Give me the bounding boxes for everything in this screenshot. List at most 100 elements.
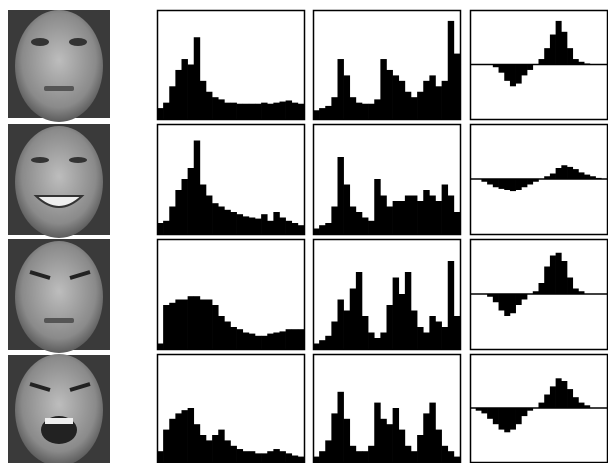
histogram-bar: [487, 179, 493, 185]
histogram-bar: [169, 86, 175, 119]
histogram-bar: [200, 81, 206, 119]
histogram-bar: [249, 218, 255, 235]
histogram-bar: [521, 294, 527, 300]
histogram-bar: [516, 179, 522, 190]
histogram-bar: [344, 75, 350, 119]
histogram-bar: [344, 311, 350, 350]
face: [8, 124, 110, 238]
histogram-bar: [550, 35, 556, 65]
histogram-bar: [567, 278, 573, 295]
histogram-bar: [521, 65, 527, 76]
histogram-bar: [325, 440, 331, 462]
histogram-bar: [423, 190, 429, 234]
histogram-bar: [405, 446, 411, 462]
histogram-bar: [399, 201, 405, 234]
histogram-bar: [516, 294, 522, 305]
histogram-bar: [188, 65, 194, 120]
histogram-bar: [331, 207, 337, 235]
histogram-bar: [188, 408, 194, 462]
histogram-bar: [493, 408, 499, 424]
histogram-bar: [331, 322, 337, 350]
histogram-bar: [212, 305, 218, 349]
histogram-bar: [454, 316, 460, 349]
histogram-bar: [338, 59, 344, 119]
histogram-bar: [356, 451, 362, 462]
histogram-bar: [356, 212, 362, 234]
histogram-bar: [368, 221, 374, 234]
histogram-bar: [362, 218, 368, 235]
histogram-bar: [561, 32, 567, 65]
histogram-bar: [510, 65, 516, 87]
histogram-bar: [182, 179, 188, 234]
histogram-bar: [527, 65, 533, 70]
histogram-bar: [442, 81, 448, 119]
histogram-bar: [387, 207, 393, 235]
faces: [8, 10, 110, 463]
histogram-bar: [325, 106, 331, 119]
histogram-bar: [380, 196, 386, 235]
histogram-bar: [175, 70, 181, 119]
histogram-bar: [374, 338, 380, 349]
histogram-bar: [249, 334, 255, 349]
histogram-bar: [224, 440, 230, 462]
histogram-bar: [261, 103, 267, 119]
histogram-bar: [163, 103, 169, 119]
histogram-bar: [194, 424, 200, 462]
histogram-bar: [429, 196, 435, 235]
histogram-bar: [504, 65, 510, 81]
histogram-bar: [206, 92, 212, 119]
histogram-bar: [454, 54, 460, 119]
histogram-bar: [350, 207, 356, 235]
histogram-bar: [231, 327, 237, 349]
histogram-bar: [206, 300, 212, 350]
histogram-bar: [393, 408, 399, 462]
histogram-bar: [350, 289, 356, 350]
histogram-bar: [218, 316, 224, 349]
histogram-bar: [267, 104, 273, 119]
histogram-bar: [411, 311, 417, 350]
histogram-bar: [417, 92, 423, 119]
histogram-bar: [182, 300, 188, 350]
histogram-bar: [556, 378, 562, 408]
histogram-bar: [237, 214, 243, 234]
histogram-bar: [319, 451, 325, 462]
histogram-bar: [567, 48, 573, 64]
histogram-bar: [237, 104, 243, 119]
histogram-bar: [516, 408, 522, 424]
histogram-bar: [356, 103, 362, 119]
histogram-bar: [267, 334, 273, 349]
histogram-bar: [374, 99, 380, 119]
histogram-bar: [423, 333, 429, 350]
histogram-bar: [442, 185, 448, 235]
histogram-bar: [273, 212, 279, 234]
histogram-bar: [175, 413, 181, 462]
histogram-bar: [292, 103, 298, 119]
histogram-bar: [436, 201, 442, 234]
histogram-bar: [429, 75, 435, 119]
histogram-bar: [350, 446, 356, 462]
histogram-bar: [556, 21, 562, 65]
histogram-bar: [567, 167, 573, 179]
histogram-bar: [539, 403, 545, 408]
histogram-bar: [550, 386, 556, 408]
histogram-bar: [255, 336, 261, 349]
histogram-bar: [200, 185, 206, 235]
histogram-bar: [393, 75, 399, 119]
histogram-bar: [362, 104, 368, 119]
histogram-bar: [521, 408, 527, 416]
histogram-bar: [481, 408, 487, 413]
histogram-bar: [368, 104, 374, 119]
histogram-bar: [550, 256, 556, 295]
histogram-bar: [573, 169, 579, 179]
histogram-bar: [374, 179, 380, 234]
histogram-bar: [448, 261, 454, 349]
histogram-bar: [261, 336, 267, 349]
histogram-bar: [280, 218, 286, 235]
histogram-bar: [393, 201, 399, 234]
histogram-bar: [544, 48, 550, 64]
histogram-bar: [261, 453, 267, 462]
histogram-bar: [286, 100, 292, 119]
histogram-bar: [556, 168, 562, 179]
histogram-bar: [436, 430, 442, 462]
histogram-bar: [319, 340, 325, 349]
